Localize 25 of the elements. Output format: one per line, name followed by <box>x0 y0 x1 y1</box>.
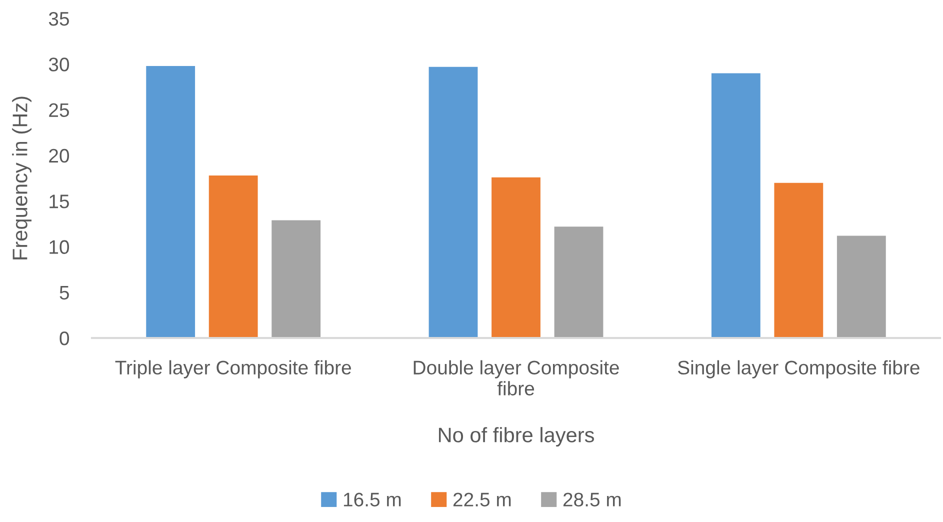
legend-label: 22.5 m <box>453 492 511 506</box>
bar <box>146 66 196 338</box>
bar <box>774 182 824 338</box>
x-tick-label: Triple layer Composite fibre <box>115 360 351 378</box>
y-axis-title: Frequency in (Hz) <box>12 96 32 260</box>
bar <box>836 236 886 338</box>
y-tick-label: 5 <box>60 286 69 300</box>
y-tick-label: 30 <box>48 58 70 72</box>
y-tick-label: 15 <box>50 194 69 208</box>
bar <box>208 176 258 338</box>
y-tick-label: 20 <box>49 148 70 163</box>
x-axis-title: No of fibre layers <box>438 427 594 446</box>
bar <box>711 73 760 338</box>
x-tick-label: Single layer Composite fibre <box>678 360 920 378</box>
bar <box>272 220 321 338</box>
bar <box>554 226 604 338</box>
y-tick-label: 25 <box>49 103 69 118</box>
x-tick-label: Double layer Composite fibre <box>414 360 619 396</box>
y-tick-label: 10 <box>50 240 70 254</box>
bar <box>492 177 540 338</box>
legend-label: 16.5 m <box>344 492 401 506</box>
legend-label: 28.5 m <box>563 492 621 506</box>
y-tick-label: 0 <box>60 331 70 346</box>
bar <box>428 66 478 338</box>
y-tick-label: 35 <box>48 12 69 26</box>
